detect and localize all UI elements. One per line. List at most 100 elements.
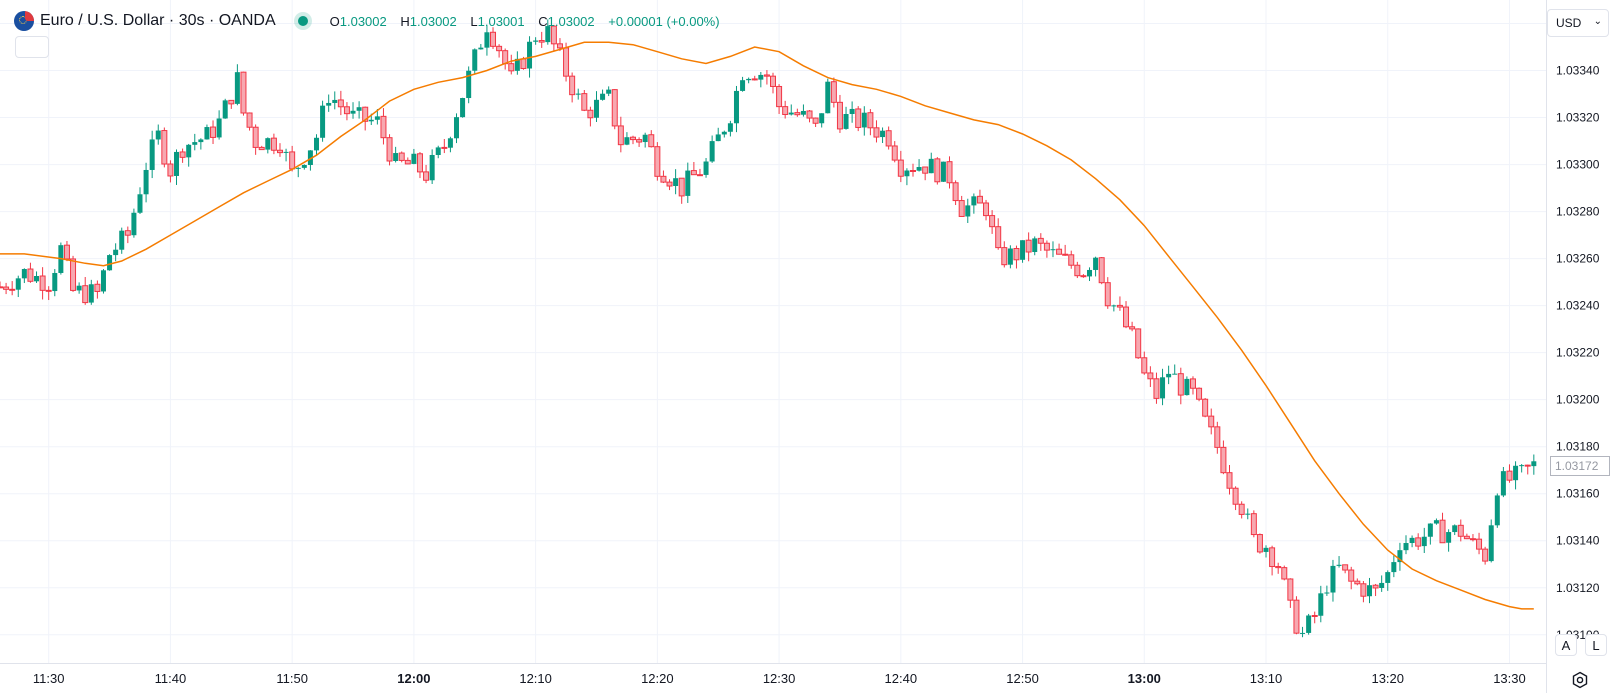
candle-up [137, 194, 143, 213]
candle-down [1104, 282, 1111, 307]
candle-up [1519, 465, 1525, 467]
candle-down [9, 288, 16, 291]
currency-select[interactable]: USD ⌄ [1547, 9, 1609, 37]
candle-up [429, 154, 435, 181]
candle-up [715, 134, 721, 142]
candle-down [1354, 580, 1361, 585]
candle-down [1013, 247, 1020, 261]
candle-up [1385, 572, 1391, 583]
candle-down [648, 134, 655, 148]
candle-up [326, 102, 332, 106]
candle-up [965, 205, 971, 217]
x-tick-label: 12:50 [1006, 671, 1039, 686]
candle-up [733, 90, 739, 124]
candle-down [1202, 398, 1209, 417]
open-label: O [329, 13, 340, 29]
candle-down [240, 71, 247, 114]
chevron-down-icon: ⌄ [1593, 16, 1602, 27]
candle-down [617, 125, 624, 146]
candle-up [356, 107, 362, 111]
candle-down [654, 146, 661, 177]
candle-up [307, 150, 313, 165]
candle-up [320, 105, 326, 138]
y-tick-label: 1.03160 [1556, 487, 1600, 501]
candle-up [703, 161, 709, 175]
candle-down [696, 174, 703, 177]
candle-down [45, 289, 52, 292]
candle-up [825, 81, 831, 114]
candle-up [746, 78, 752, 81]
auto-scale-button[interactable]: A [1555, 634, 1577, 656]
candle-up [1513, 465, 1519, 481]
candle-up [721, 131, 727, 135]
candle-up [1488, 525, 1494, 562]
candle-down [1141, 357, 1148, 374]
candle-down [124, 230, 131, 236]
candle-down [806, 110, 813, 119]
y-tick-label: 1.03140 [1556, 534, 1600, 548]
high-label: H [400, 13, 410, 29]
candle-down [830, 81, 837, 103]
candle-down [770, 75, 776, 87]
y-tick-label: 1.03280 [1556, 205, 1600, 219]
candle-down [39, 275, 46, 291]
candle-up [514, 58, 520, 71]
candle-down [380, 115, 387, 139]
candle-down [398, 152, 405, 161]
candle-down [751, 78, 758, 81]
candle-down [416, 153, 423, 173]
currency-label: USD [1556, 16, 1582, 30]
candle-down [70, 258, 77, 291]
legend-collapse-button[interactable] [15, 36, 49, 58]
symbol-title[interactable]: Euro / U.S. Dollar · 30s · OANDA [40, 12, 276, 29]
candle-down [502, 50, 509, 65]
candle-down [1275, 566, 1282, 569]
candle-down [1208, 415, 1215, 428]
candle-down [1226, 472, 1233, 489]
candle-down [867, 112, 874, 129]
candle-down [94, 283, 101, 292]
candle-down [1256, 534, 1263, 553]
candle-down [1025, 239, 1032, 253]
y-tick-label: 1.03120 [1556, 581, 1600, 595]
candle-up [466, 70, 472, 99]
candle-up [1300, 632, 1306, 634]
market-open-dot-icon[interactable] [297, 16, 308, 26]
settings-icon[interactable] [1570, 670, 1590, 690]
candle-down [952, 182, 959, 202]
candle-up [21, 269, 27, 279]
candle-down [362, 106, 369, 122]
candle-up [1050, 249, 1056, 251]
candle-up [107, 255, 113, 271]
candle-up [1531, 461, 1537, 467]
candle-up [527, 41, 533, 69]
candle-up [484, 32, 490, 48]
candle-down [630, 136, 637, 141]
candle-up [940, 161, 946, 182]
candle-down [1342, 564, 1349, 571]
candle-down [1116, 304, 1123, 308]
candle-up [149, 139, 155, 170]
candle-up [478, 47, 484, 50]
candle-up [472, 49, 478, 71]
candle-up [222, 100, 228, 119]
candle-up [916, 167, 922, 171]
candle-down [885, 130, 892, 147]
candle-down [1196, 387, 1203, 400]
candle-down [1056, 248, 1063, 255]
candle-down [386, 137, 393, 162]
candle-down [1043, 242, 1050, 251]
log-scale-button[interactable]: L [1585, 634, 1607, 656]
candle-up [453, 117, 459, 139]
candle-up [314, 137, 320, 151]
candle-down [1287, 578, 1294, 601]
candle-down [1074, 264, 1081, 277]
candle-down [976, 195, 983, 204]
candle-up [204, 127, 210, 140]
candle-up [374, 116, 380, 120]
candle-down [1238, 503, 1245, 515]
x-tick-label: 12:20 [641, 671, 674, 686]
candle-up [1032, 238, 1038, 253]
candle-down [812, 117, 819, 124]
